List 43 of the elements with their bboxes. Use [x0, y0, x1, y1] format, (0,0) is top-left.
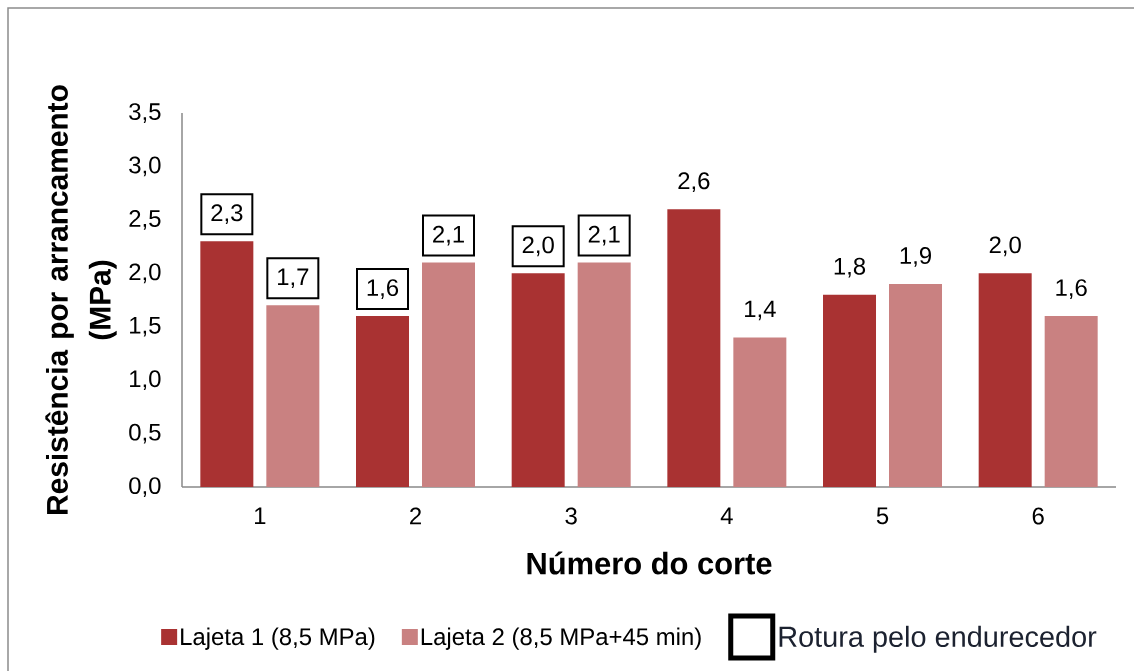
data-label: 2,0: [989, 236, 1021, 257]
y-tick-label: 0,0: [129, 477, 161, 497]
bar: [356, 316, 409, 487]
data-label: 1,8: [834, 257, 866, 278]
data-label: 1,4: [745, 300, 776, 321]
bar: [733, 337, 787, 487]
annotation: 2,1: [588, 225, 620, 246]
text: Rotura pelo endurecedor: [779, 625, 1097, 653]
annotation: 1,7: [278, 268, 309, 289]
x-tick-label: 2: [410, 507, 421, 525]
x-tick-label: 5: [876, 507, 889, 525]
y-tick-label: 0,5: [129, 423, 161, 444]
bar: [889, 283, 943, 487]
bar: [577, 262, 631, 487]
x-tick-label: 1: [255, 507, 266, 524]
y-tick-label: 2,5: [129, 209, 161, 230]
bar: [511, 273, 565, 487]
y-tick-label: 1,5: [130, 316, 161, 337]
bar: [422, 262, 475, 487]
bar: [1044, 316, 1098, 487]
legend-label: Lajeta 2 (8,5 MPa+45 min): [421, 627, 701, 650]
annotation: 2,0: [522, 236, 554, 257]
data-label: 1,6: [1056, 279, 1087, 299]
y-tick-label: 3,5: [129, 103, 161, 123]
data-label: 2,6: [678, 172, 710, 193]
y-tick-label: 3,0: [129, 156, 161, 177]
bar: [266, 305, 320, 487]
data-label: 1,9: [900, 247, 931, 267]
bar: [823, 294, 877, 487]
annotation: 2,3: [211, 204, 243, 225]
legend-label: Lajeta 1 (8,5 MPa): [181, 627, 375, 650]
y-tick-label: 1,0: [130, 370, 161, 391]
x-axis-title: Número do corte: [527, 551, 772, 575]
annotation: 1,6: [367, 279, 399, 299]
bar: [978, 273, 1032, 487]
annotation: 2,1: [433, 225, 464, 246]
bar: [200, 241, 254, 487]
x-tick-label: 6: [1032, 507, 1044, 525]
x-tick-label: 4: [720, 507, 733, 524]
y-axis-title: Resistência por arrancamento (MPa): [45, 85, 117, 514]
y-tick-label: 2,0: [129, 263, 161, 284]
x-tick-label: 3: [565, 507, 577, 525]
bar: [667, 209, 721, 487]
